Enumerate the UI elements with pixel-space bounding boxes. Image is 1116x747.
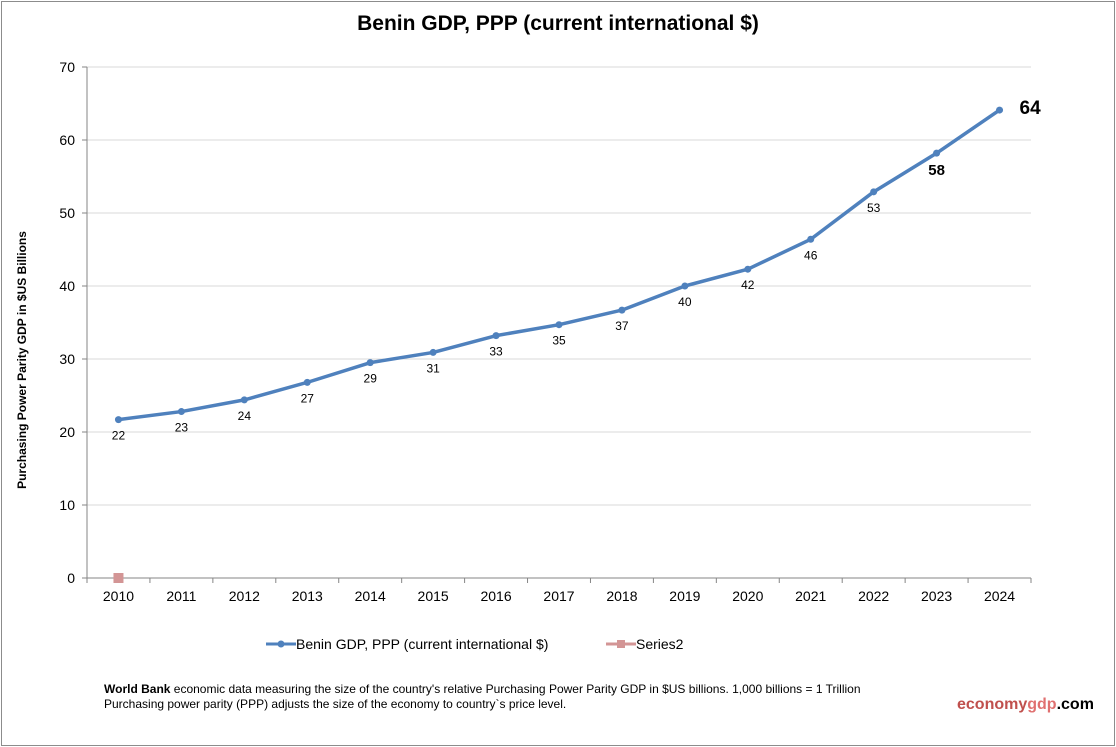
y-tick-label: 60 <box>59 132 75 148</box>
data-point <box>492 332 500 340</box>
y-tick-label: 0 <box>67 570 75 586</box>
legend-item-benin-gdp: Benin GDP, PPP (current international $) <box>266 636 548 652</box>
data-label: 58 <box>928 162 945 179</box>
x-tick-label: 2010 <box>103 588 134 604</box>
data-point <box>807 235 815 243</box>
data-label: 53 <box>867 201 881 215</box>
brand-part: economy <box>957 696 1028 713</box>
data-label: 27 <box>301 391 315 405</box>
x-tick-label: 2018 <box>606 588 637 604</box>
y-tick-label: 40 <box>59 278 75 294</box>
x-tick-label: 2020 <box>732 588 763 604</box>
data-label: 40 <box>678 295 692 309</box>
brand-part: .com <box>1056 696 1094 713</box>
note-line-2: Purchasing power parity (PPP) adjusts th… <box>104 697 567 711</box>
data-point <box>429 348 437 356</box>
y-tick-label: 70 <box>59 59 75 75</box>
data-point <box>240 396 248 404</box>
footer-note: World Bank economic data measuring the s… <box>104 682 861 712</box>
data-label: 33 <box>489 345 503 359</box>
data-label: 46 <box>804 248 818 262</box>
data-label: 35 <box>552 334 566 348</box>
brand-part: gdp <box>1027 696 1057 713</box>
data-point <box>303 378 311 386</box>
x-tick-label: 2015 <box>418 588 449 604</box>
x-tick-label: 2024 <box>984 588 1015 604</box>
data-label: 64 <box>1020 98 1042 119</box>
x-tick-label: 2017 <box>543 588 574 604</box>
data-label: 42 <box>741 278 755 292</box>
legend-square-marker-icon <box>606 640 636 648</box>
data-label: 22 <box>112 429 126 443</box>
data-point <box>114 416 122 424</box>
data-point <box>618 306 626 314</box>
data-point <box>996 106 1004 114</box>
data-label: 23 <box>175 421 189 435</box>
data-label: 24 <box>238 409 252 423</box>
source-name: World Bank <box>104 682 171 696</box>
brand-logo[interactable]: economygdp.com <box>957 696 1094 714</box>
y-tick-label: 20 <box>59 424 75 440</box>
data-point <box>681 282 689 290</box>
data-point <box>870 188 878 196</box>
x-tick-label: 2013 <box>292 588 323 604</box>
x-tick-label: 2023 <box>921 588 952 604</box>
series-line <box>118 108 1001 422</box>
legend-item-series2: Series2 <box>606 636 683 652</box>
y-tick-label: 30 <box>59 351 75 367</box>
data-label: 37 <box>615 319 629 333</box>
data-point <box>555 321 563 329</box>
x-tick-label: 2014 <box>355 588 386 604</box>
legend-label: Benin GDP, PPP (current international $) <box>296 636 549 652</box>
x-tick-label: 2022 <box>858 588 889 604</box>
x-tick-label: 2011 <box>166 588 196 604</box>
legend-label: Series2 <box>636 636 684 652</box>
legend-line-marker-icon <box>266 640 296 648</box>
x-tick-label: 2019 <box>669 588 700 604</box>
data-label: 29 <box>364 372 378 386</box>
data-label: 31 <box>426 361 440 375</box>
x-tick-label: 2012 <box>229 588 260 604</box>
data-point <box>744 265 752 273</box>
data-point <box>177 408 185 416</box>
y-tick-label: 10 <box>59 497 75 513</box>
note-line-1: economic data measuring the size of the … <box>170 682 861 696</box>
data-point <box>366 359 374 367</box>
x-tick-label: 2016 <box>480 588 511 604</box>
chart-title: Benin GDP, PPP (current international $) <box>357 12 759 35</box>
data-point <box>933 149 941 157</box>
series2-point <box>113 573 124 583</box>
x-tick-label: 2021 <box>795 588 826 604</box>
y-tick-label: 50 <box>59 205 75 221</box>
